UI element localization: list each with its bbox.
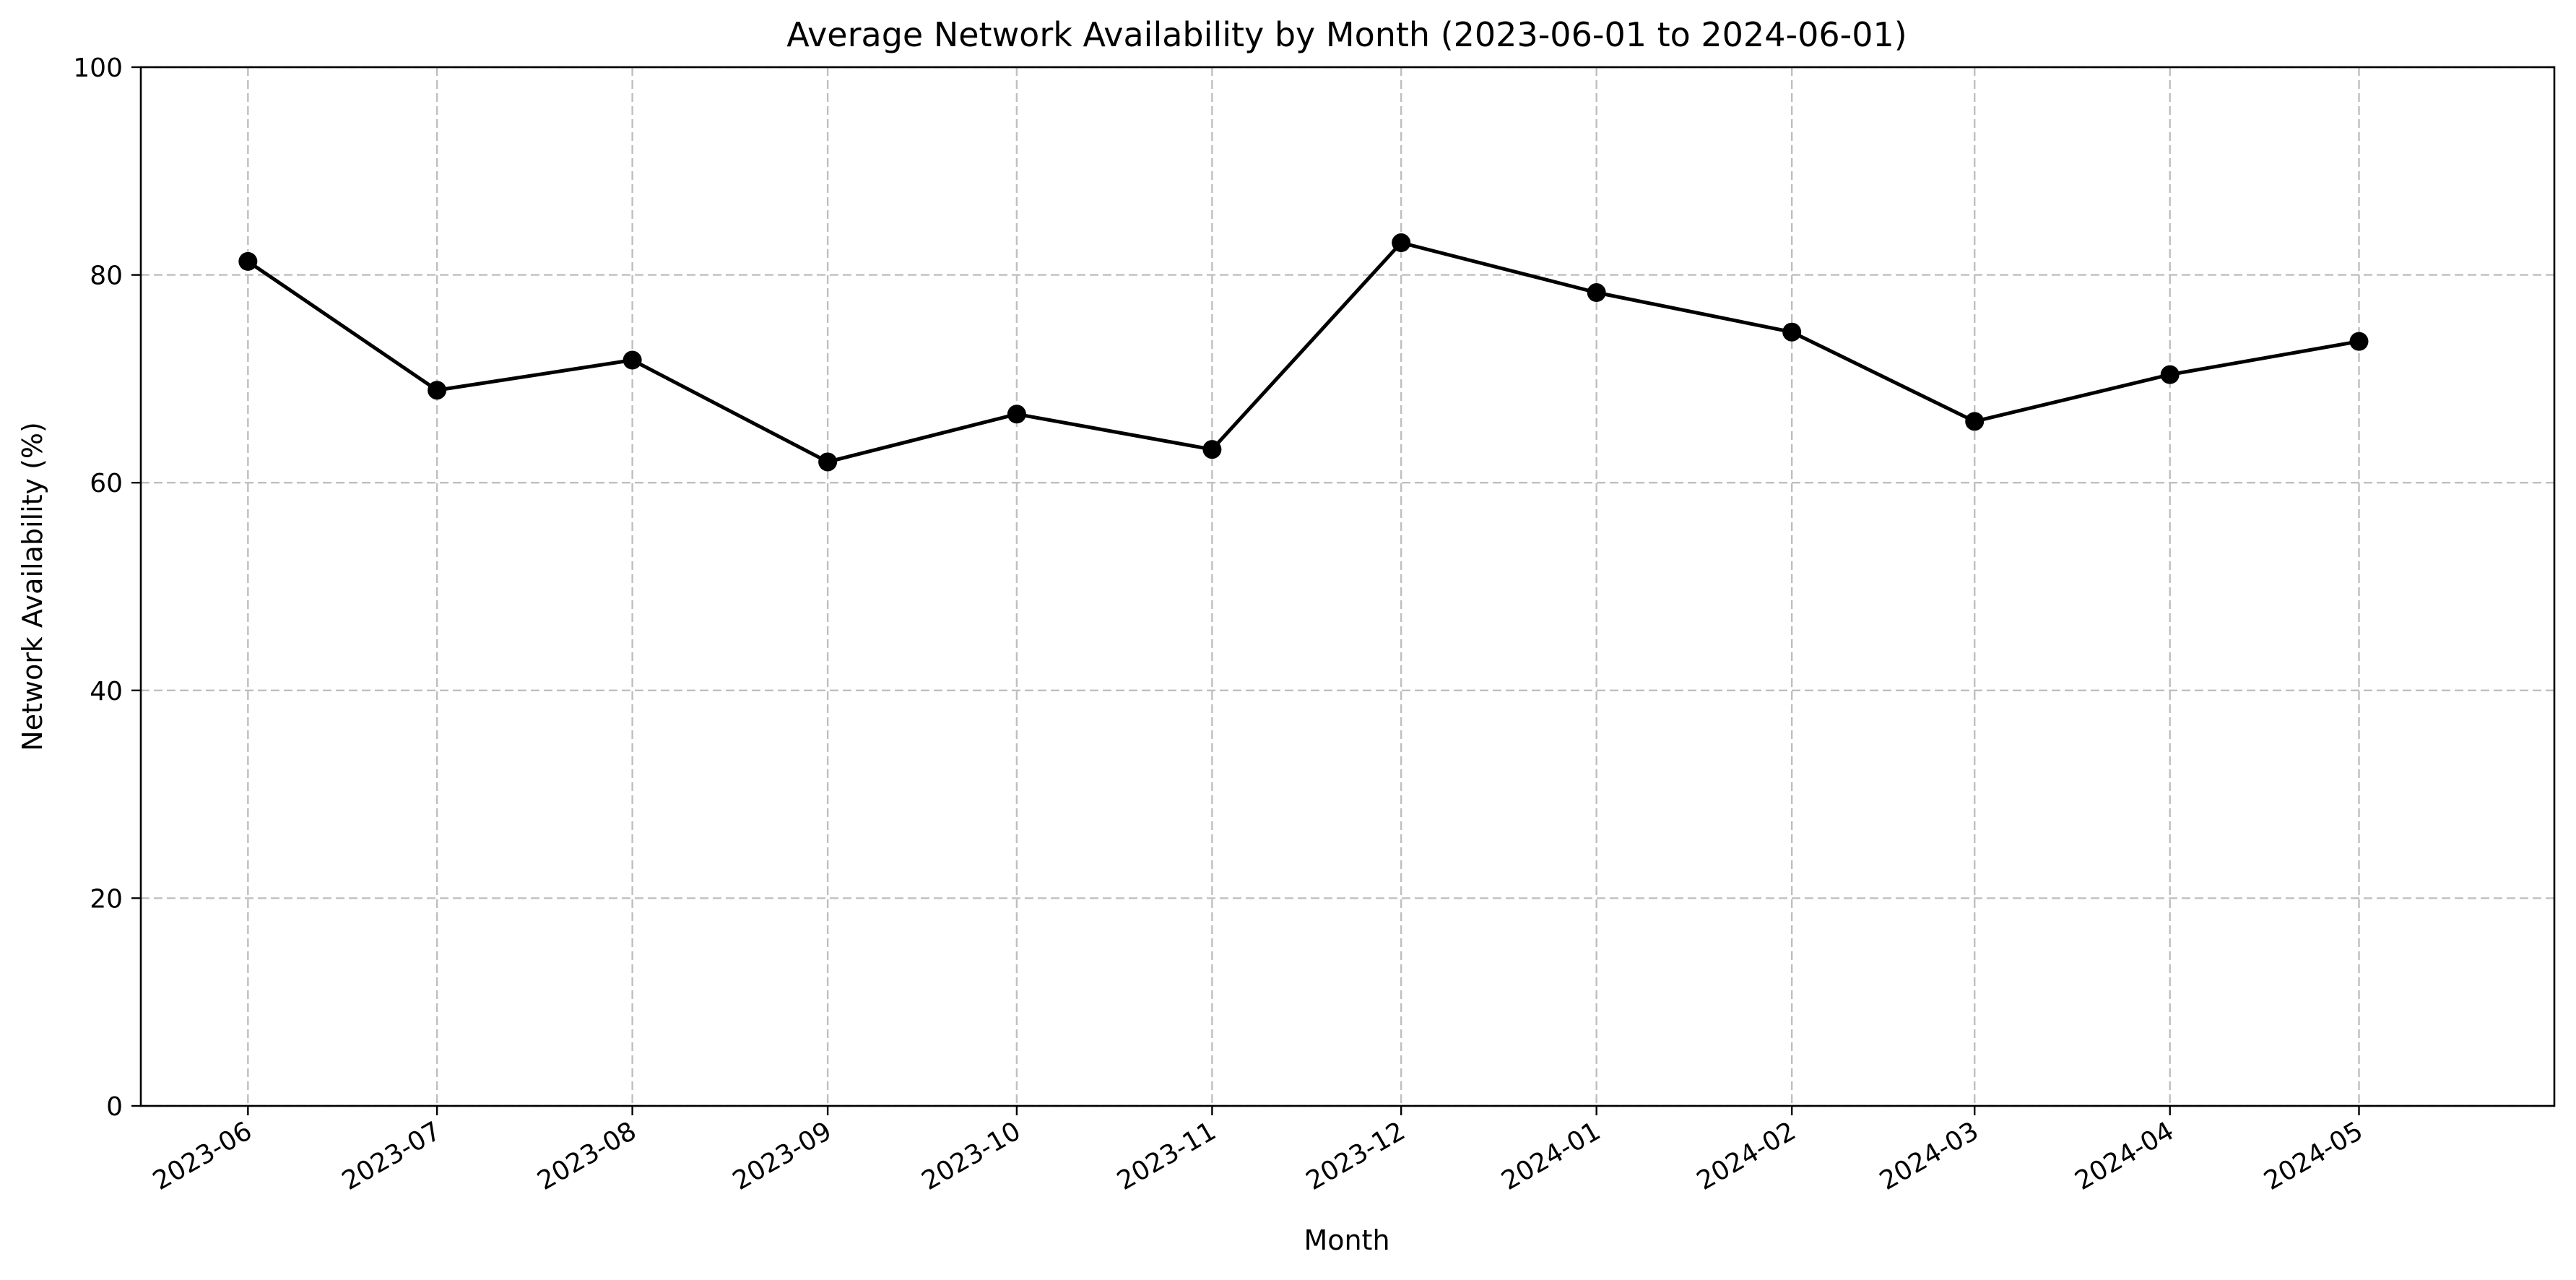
y-tick-label: 20	[90, 884, 123, 914]
y-axis-label: Network Availability (%)	[17, 422, 48, 751]
series-layer	[238, 233, 2369, 472]
data-point-2023-11	[1202, 440, 1222, 459]
x-axis-label: Month	[1304, 1224, 1389, 1256]
data-point-2023-08	[623, 350, 642, 370]
chart-title: Average Network Availability by Month (2…	[786, 15, 1907, 54]
y-tick-label: 40	[90, 677, 123, 706]
y-tick-label: 80	[90, 261, 123, 291]
data-point-2023-06	[238, 251, 258, 271]
y-tick-label: 0	[106, 1092, 123, 1122]
plot-frame	[139, 66, 2556, 1107]
y-tick-label: 60	[90, 469, 123, 498]
data-point-2023-07	[428, 381, 447, 400]
data-point-2024-01	[1587, 283, 1606, 303]
data-point-2024-03	[1965, 412, 1985, 431]
labels: Average Network Availability by Month (2…	[17, 15, 1907, 1256]
data-point-2023-10	[1007, 405, 1026, 424]
data-point-2023-09	[818, 452, 838, 472]
data-point-2024-04	[2160, 365, 2180, 384]
y-tick-label: 100	[73, 53, 123, 83]
data-point-2023-12	[1392, 233, 1411, 253]
series-line	[246, 241, 2359, 464]
data-point-2024-02	[1782, 322, 1802, 342]
data-point-2024-05	[2349, 332, 2369, 351]
